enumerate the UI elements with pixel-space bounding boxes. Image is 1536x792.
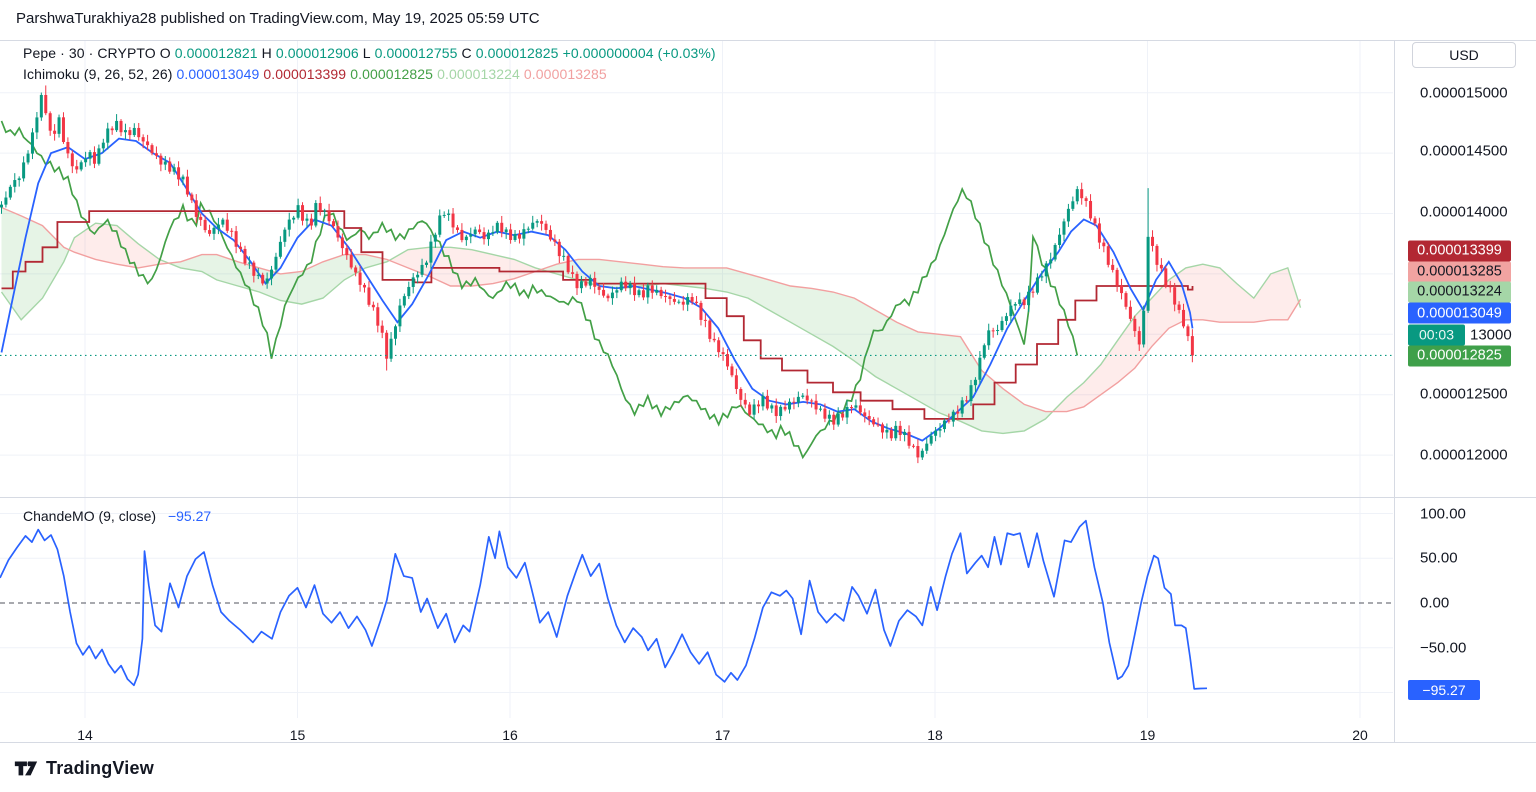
tenkan-line bbox=[0, 137, 1194, 442]
price-scale-badge-4: 0.000012825 bbox=[1408, 345, 1511, 366]
senkou-a-line bbox=[0, 222, 1302, 435]
cmo-value: −95.27 bbox=[167, 508, 212, 524]
ichimoku-legend[interactable]: Ichimoku (9, 26, 52, 26) 0.000013049 0.000… bbox=[23, 66, 611, 82]
price-scale-badge-0: 0.000013399 bbox=[1408, 240, 1511, 261]
price-scale-label-4: 0.000012000 bbox=[1420, 446, 1508, 464]
currency-unit-button[interactable]: USD bbox=[1412, 42, 1516, 68]
time-label-17: 17 bbox=[714, 727, 731, 743]
price-scale-badge-2: 0.000013224 bbox=[1408, 281, 1511, 302]
symbol-legend-seg-9: +0.000000004 (+0.03%) bbox=[562, 45, 716, 61]
symbol-legend[interactable]: Pepe · 30 · CRYPTO O 0.000012821 H 0.0000129… bbox=[23, 45, 720, 61]
cmo-label: ChandeMO (9, close) bbox=[23, 508, 157, 524]
cmo-scale-label-0: 100.00 bbox=[1420, 505, 1466, 522]
time-label-18: 18 bbox=[927, 727, 943, 743]
ichimoku-cloud bbox=[0, 206, 1302, 435]
chikou-line bbox=[0, 120, 1079, 460]
symbol-legend-seg-6: 0.000012755 bbox=[374, 45, 458, 61]
attribution-header: ParshwaTurakhiya28 published on TradingV… bbox=[16, 10, 540, 27]
symbol-legend-seg-7: C bbox=[461, 45, 472, 61]
price-scale-label-0: 0.000015000 bbox=[1420, 84, 1508, 102]
time-label-19: 19 bbox=[1139, 727, 1156, 743]
symbol-legend-seg-0: Pepe · 30 · CRYPTO bbox=[23, 45, 156, 61]
kijun-line bbox=[1, 210, 1194, 420]
symbol-legend-seg-1: O bbox=[159, 45, 171, 61]
price-scale-badge-1: 0.000013285 bbox=[1408, 261, 1511, 282]
time-label-20: 20 bbox=[1352, 727, 1368, 743]
price-scale-label-2: 0.000014000 bbox=[1420, 203, 1508, 220]
symbol-legend-seg-2: 0.000012821 bbox=[174, 45, 258, 61]
time-label-14: 14 bbox=[77, 727, 93, 743]
ichimoku-legend-seg-0: Ichimoku (9, 26, 52, 26) bbox=[23, 66, 173, 82]
tradingview-logo-text: TradingView bbox=[46, 757, 154, 778]
candles bbox=[0, 85, 1194, 464]
price-scale-badge-3: 0.000013049 bbox=[1408, 302, 1511, 324]
symbol-legend-seg-8: 0.000012825 bbox=[475, 45, 559, 61]
price-scale-label-1: 0.000014500 bbox=[1420, 142, 1508, 160]
cmo-value-badge: −95.27 bbox=[1408, 680, 1480, 700]
senkou-b-line bbox=[1, 206, 1302, 413]
ichimoku-legend-seg-2: 0.000013399 bbox=[263, 66, 347, 82]
tradingview-logo-icon bbox=[14, 761, 38, 776]
gridlines bbox=[0, 41, 1393, 718]
price-scale-label-13000: 13000 bbox=[1470, 326, 1512, 343]
tradingview-logo[interactable]: TradingView bbox=[13, 755, 154, 781]
cmo-line bbox=[0, 519, 1208, 690]
price-scale-label-3: 0.000012500 bbox=[1420, 385, 1508, 402]
time-label-15: 15 bbox=[289, 727, 306, 743]
cmo-scale-label-2: 0.00 bbox=[1420, 594, 1450, 612]
symbol-legend-seg-3: H bbox=[261, 45, 272, 61]
ichimoku-legend-seg-4: 0.000013224 bbox=[437, 66, 520, 82]
ichimoku-legend-seg-3: 0.000012825 bbox=[350, 66, 434, 82]
symbol-legend-seg-4: 0.000012906 bbox=[275, 45, 359, 61]
cmo-scale-label-3: −50.00 bbox=[1420, 639, 1467, 657]
ichimoku-legend-seg-1: 0.000013049 bbox=[176, 66, 260, 82]
cmo-scale-label-1: 50.00 bbox=[1420, 549, 1458, 567]
time-label-16: 16 bbox=[502, 727, 518, 743]
ichimoku-legend-seg-5: 0.000013285 bbox=[523, 66, 607, 82]
bar-countdown-badge: 00:03 bbox=[1408, 324, 1465, 345]
cmo-indicator-legend[interactable]: ChandeMO (9, close) −95.27 bbox=[23, 508, 211, 524]
ichimoku-lines bbox=[0, 120, 1194, 460]
symbol-legend-seg-5: L bbox=[362, 45, 371, 61]
